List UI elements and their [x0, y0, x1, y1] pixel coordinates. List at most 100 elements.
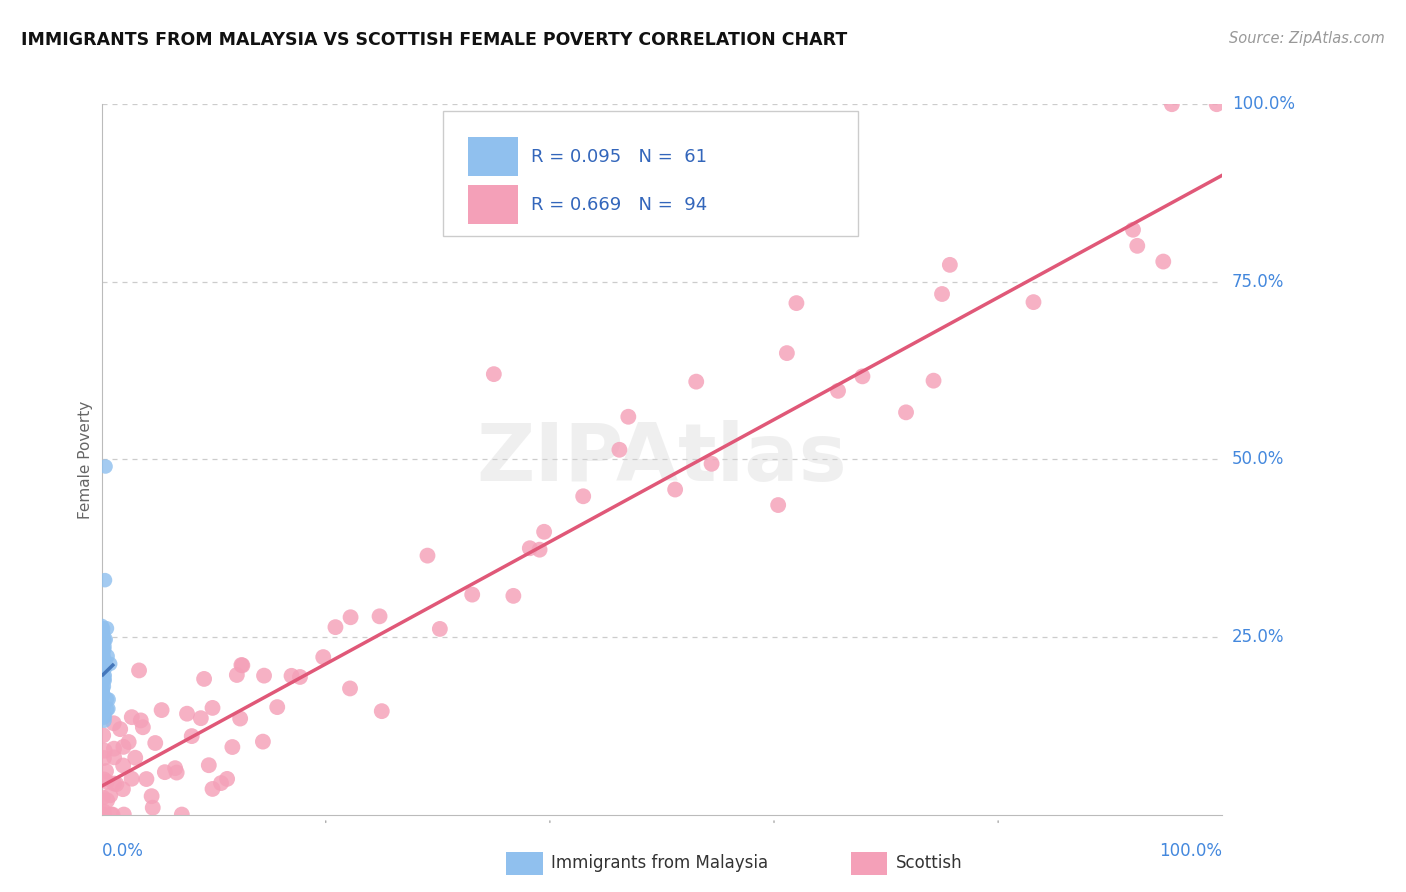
- Point: [253, 668, 276, 682]
- Point: [91, 684, 114, 698]
- Point: [93, 805, 115, 819]
- Point: [100, 807, 122, 822]
- Point: [96, 692, 118, 706]
- Point: [103, 741, 125, 756]
- Point: [90, 690, 112, 705]
- Point: [766, 498, 789, 512]
- Text: R = 0.095   N =  61: R = 0.095 N = 61: [531, 148, 707, 166]
- Point: [91, 635, 114, 649]
- Point: [150, 703, 173, 717]
- Point: [93, 633, 115, 648]
- Point: [91, 638, 114, 652]
- Point: [176, 706, 198, 721]
- Point: [325, 620, 347, 634]
- Point: [91, 669, 114, 683]
- Point: [93, 668, 115, 682]
- Point: [91, 702, 114, 716]
- Point: [1205, 97, 1227, 112]
- Point: [96, 793, 118, 807]
- Point: [94, 764, 117, 778]
- Point: [851, 369, 873, 384]
- Point: [931, 287, 953, 301]
- Point: [90, 656, 112, 670]
- Point: [685, 375, 707, 389]
- Point: [190, 711, 212, 725]
- Point: [91, 711, 114, 725]
- Point: [153, 765, 176, 780]
- Point: [166, 765, 188, 780]
- Point: [229, 712, 252, 726]
- Point: [90, 619, 112, 633]
- Point: [93, 640, 115, 654]
- Point: [91, 684, 114, 698]
- Point: [93, 673, 115, 687]
- Point: [339, 681, 361, 696]
- Point: [94, 459, 117, 474]
- Point: [91, 667, 114, 681]
- Point: [785, 296, 807, 310]
- Point: [225, 668, 247, 682]
- Text: R = 0.669   N =  94: R = 0.669 N = 94: [531, 196, 707, 214]
- Point: [112, 807, 135, 822]
- Point: [97, 649, 120, 664]
- Point: [121, 772, 143, 786]
- Point: [572, 489, 595, 503]
- Point: [94, 573, 117, 587]
- Point: [165, 761, 187, 775]
- Point: [221, 739, 243, 754]
- Point: [94, 709, 117, 723]
- Point: [1122, 223, 1144, 237]
- Point: [252, 734, 274, 748]
- Point: [201, 781, 224, 796]
- Text: 75.0%: 75.0%: [1232, 273, 1284, 291]
- Point: [94, 654, 117, 668]
- Text: Source: ZipAtlas.com: Source: ZipAtlas.com: [1229, 31, 1385, 46]
- Point: [93, 649, 115, 664]
- Point: [105, 777, 128, 791]
- Point: [180, 729, 202, 743]
- Point: [124, 750, 146, 764]
- Point: [91, 648, 114, 662]
- Point: [91, 641, 114, 656]
- Point: [91, 790, 114, 805]
- Point: [91, 626, 114, 640]
- Point: [91, 807, 114, 822]
- Point: [93, 772, 115, 787]
- Point: [108, 722, 131, 736]
- Point: [231, 658, 253, 673]
- Point: [609, 442, 631, 457]
- Point: [91, 673, 114, 688]
- Text: 25.0%: 25.0%: [1232, 628, 1285, 646]
- Point: [91, 807, 114, 822]
- Point: [91, 635, 114, 649]
- Point: [1126, 239, 1149, 253]
- FancyBboxPatch shape: [468, 186, 519, 224]
- Point: [98, 657, 121, 671]
- FancyBboxPatch shape: [468, 136, 519, 176]
- Point: [429, 622, 451, 636]
- Point: [118, 735, 141, 749]
- Point: [103, 750, 125, 764]
- Point: [91, 688, 114, 702]
- Point: [664, 483, 686, 497]
- Point: [132, 720, 155, 734]
- Point: [280, 669, 302, 683]
- Point: [288, 670, 311, 684]
- Point: [170, 807, 193, 822]
- Point: [91, 698, 114, 713]
- Point: [519, 541, 541, 556]
- Point: [209, 776, 232, 790]
- Point: [93, 642, 115, 657]
- Text: 50.0%: 50.0%: [1232, 450, 1284, 468]
- Point: [98, 789, 121, 803]
- Point: [93, 680, 115, 694]
- Point: [894, 405, 917, 419]
- Point: [91, 728, 114, 742]
- Point: [91, 622, 114, 636]
- Point: [368, 609, 391, 624]
- Point: [91, 643, 114, 657]
- Point: [1152, 254, 1174, 268]
- Point: [93, 700, 115, 714]
- Point: [91, 666, 114, 681]
- Text: Immigrants from Malaysia: Immigrants from Malaysia: [551, 855, 768, 872]
